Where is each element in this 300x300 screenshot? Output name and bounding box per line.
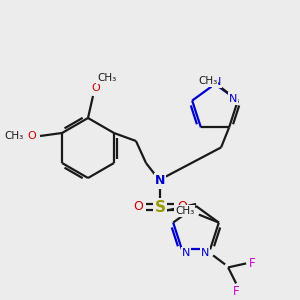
Text: CH₃: CH₃ [4,131,24,141]
Text: CH₃: CH₃ [175,206,194,216]
Text: O: O [28,131,36,141]
Text: N: N [213,77,221,87]
Text: N: N [201,248,209,258]
Text: CH₃: CH₃ [98,73,117,83]
Text: O: O [92,83,100,93]
Text: N: N [155,175,165,188]
Text: S: S [154,200,166,214]
Text: F: F [249,257,255,270]
Text: O: O [133,200,143,214]
Text: N: N [229,94,237,103]
Text: O: O [177,200,187,214]
Text: N: N [182,248,190,258]
Text: CH₃: CH₃ [198,76,218,85]
Text: F: F [233,285,239,298]
